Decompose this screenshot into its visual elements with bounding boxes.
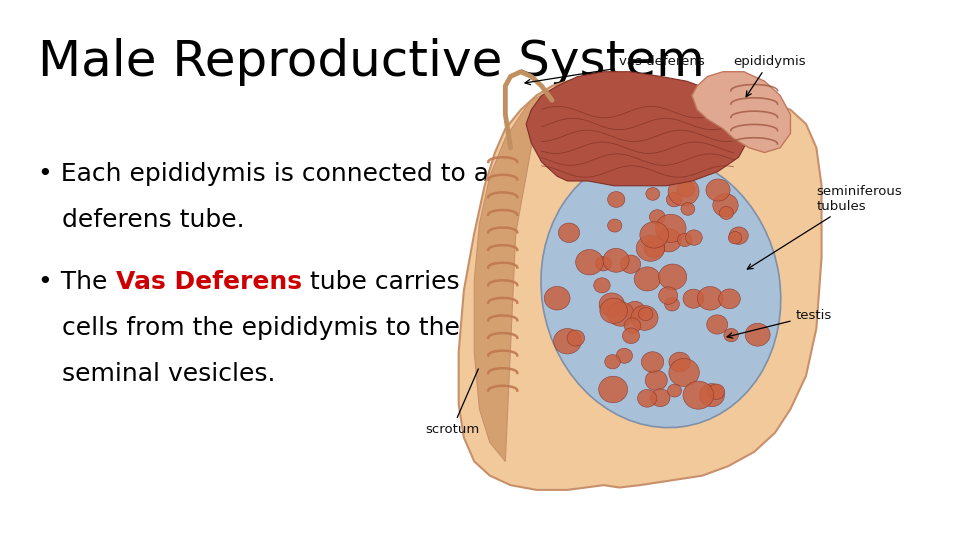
- Text: seminiferous
tubules: seminiferous tubules: [747, 185, 902, 269]
- Circle shape: [656, 214, 686, 242]
- Text: • The: • The: [38, 270, 116, 294]
- Circle shape: [625, 301, 645, 320]
- Circle shape: [621, 255, 640, 273]
- Circle shape: [730, 227, 748, 244]
- Circle shape: [719, 206, 733, 219]
- Circle shape: [544, 286, 570, 310]
- Polygon shape: [526, 72, 749, 186]
- Circle shape: [644, 239, 664, 258]
- Circle shape: [659, 287, 678, 305]
- Text: epididymis: epididymis: [733, 55, 806, 97]
- Circle shape: [664, 298, 680, 311]
- Circle shape: [608, 302, 635, 326]
- Circle shape: [631, 306, 658, 330]
- Circle shape: [699, 383, 725, 407]
- Circle shape: [576, 249, 604, 275]
- Circle shape: [605, 355, 620, 369]
- Circle shape: [567, 330, 585, 346]
- Circle shape: [668, 177, 699, 206]
- Circle shape: [593, 278, 611, 293]
- Circle shape: [635, 267, 660, 291]
- Polygon shape: [692, 72, 790, 152]
- Text: • Each epididymis is connected to a vas: • Each epididymis is connected to a vas: [38, 162, 540, 186]
- Circle shape: [683, 289, 704, 308]
- Circle shape: [608, 192, 625, 207]
- Text: deferens tube.: deferens tube.: [38, 208, 245, 232]
- Circle shape: [600, 298, 628, 323]
- Circle shape: [659, 264, 686, 290]
- Circle shape: [599, 376, 628, 403]
- Text: vas deferens: vas deferens: [525, 55, 706, 85]
- Circle shape: [677, 181, 695, 197]
- Text: seminal vesicles.: seminal vesicles.: [38, 362, 276, 386]
- Ellipse shape: [540, 153, 780, 428]
- Circle shape: [729, 232, 742, 244]
- Text: tube carries sperms: tube carries sperms: [301, 270, 559, 294]
- Circle shape: [646, 187, 660, 200]
- Circle shape: [559, 223, 580, 242]
- Circle shape: [641, 352, 663, 372]
- Text: scrotum: scrotum: [425, 369, 479, 436]
- Circle shape: [656, 229, 682, 252]
- Text: testis: testis: [727, 309, 832, 338]
- Circle shape: [554, 328, 582, 354]
- Polygon shape: [474, 96, 547, 461]
- Circle shape: [645, 370, 667, 390]
- Circle shape: [636, 235, 664, 261]
- Circle shape: [683, 381, 713, 409]
- Circle shape: [622, 328, 639, 343]
- Circle shape: [624, 318, 640, 333]
- Circle shape: [707, 315, 728, 334]
- Circle shape: [595, 256, 612, 271]
- Circle shape: [616, 348, 633, 363]
- Circle shape: [681, 202, 695, 215]
- Text: Male Reproductive System: Male Reproductive System: [38, 38, 706, 86]
- Circle shape: [697, 287, 723, 310]
- Circle shape: [745, 323, 770, 346]
- Circle shape: [678, 233, 692, 247]
- Circle shape: [724, 328, 738, 342]
- Circle shape: [706, 179, 731, 201]
- Circle shape: [637, 389, 657, 407]
- Text: Vas Deferens: Vas Deferens: [116, 270, 301, 294]
- Circle shape: [719, 289, 740, 309]
- Circle shape: [712, 193, 738, 217]
- Circle shape: [666, 192, 683, 207]
- Circle shape: [640, 222, 668, 248]
- Circle shape: [669, 352, 690, 372]
- Text: cells from the epididymis to the: cells from the epididymis to the: [38, 316, 460, 340]
- Circle shape: [603, 248, 629, 272]
- Circle shape: [649, 210, 665, 224]
- Circle shape: [708, 384, 725, 400]
- Circle shape: [651, 389, 670, 407]
- Circle shape: [685, 230, 703, 245]
- Circle shape: [669, 359, 699, 387]
- Circle shape: [599, 293, 625, 316]
- Polygon shape: [459, 77, 822, 490]
- Circle shape: [667, 384, 682, 397]
- Circle shape: [608, 219, 622, 232]
- Circle shape: [638, 307, 653, 321]
